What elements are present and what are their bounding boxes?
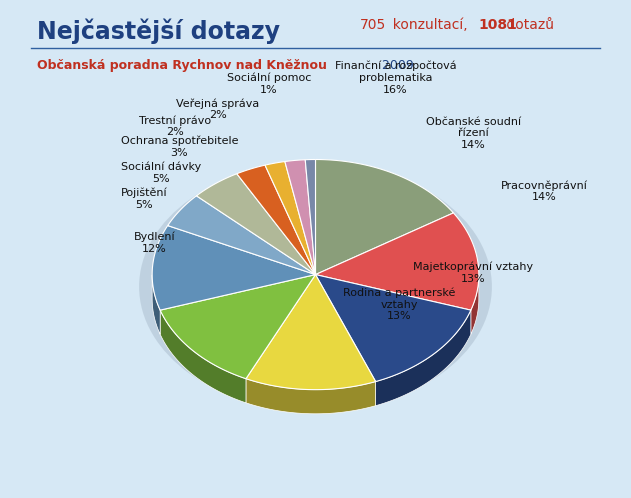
Text: Majetkoprávní vztahy
13%: Majetkoprávní vztahy 13%: [413, 261, 533, 284]
Polygon shape: [375, 310, 471, 406]
Text: Občanská poradna Rychnov nad Kněžnou: Občanská poradna Rychnov nad Kněžnou: [37, 59, 327, 72]
Polygon shape: [316, 213, 479, 310]
Text: dotazů: dotazů: [502, 18, 555, 32]
Polygon shape: [305, 159, 316, 274]
Polygon shape: [285, 160, 316, 274]
Polygon shape: [160, 310, 246, 403]
Text: Pojištění
5%: Pojištění 5%: [121, 187, 167, 210]
Text: Občanské soudní
řízení
14%: Občanské soudní řízení 14%: [426, 117, 521, 150]
Text: Nejčastější dotazy: Nejčastější dotazy: [37, 18, 280, 44]
Text: 2009: 2009: [378, 59, 413, 72]
Text: Sociální dávky
5%: Sociální dávky 5%: [121, 161, 201, 184]
Polygon shape: [316, 274, 471, 381]
Text: Ochrana spotřebitele
3%: Ochrana spotřebitele 3%: [121, 135, 238, 157]
Text: 705: 705: [360, 18, 386, 32]
Polygon shape: [152, 226, 316, 310]
Polygon shape: [246, 378, 375, 414]
Polygon shape: [471, 275, 479, 334]
Polygon shape: [246, 274, 375, 389]
Polygon shape: [160, 274, 316, 378]
Ellipse shape: [139, 162, 492, 411]
Polygon shape: [168, 196, 316, 274]
Text: Finanční a rozpočtová
problematika
16%: Finanční a rozpočtová problematika 16%: [334, 61, 456, 95]
Text: Veřejná správa
2%: Veřejná správa 2%: [176, 98, 259, 121]
Text: Pracovněprávní
14%: Pracovněprávní 14%: [501, 180, 588, 202]
Text: konzultací,: konzultací,: [384, 18, 472, 32]
Text: Trestní právo
2%: Trestní právo 2%: [139, 115, 211, 137]
Polygon shape: [196, 174, 316, 274]
Text: 1081: 1081: [479, 18, 517, 32]
Polygon shape: [265, 161, 316, 274]
Polygon shape: [237, 165, 316, 274]
Text: Sociální pomoc
1%: Sociální pomoc 1%: [227, 72, 311, 95]
Text: Bydlení
12%: Bydlení 12%: [134, 232, 175, 254]
Polygon shape: [316, 159, 454, 274]
Polygon shape: [152, 275, 160, 334]
Text: Rodina a partnerské
vztahy
13%: Rodina a partnerské vztahy 13%: [343, 287, 455, 321]
